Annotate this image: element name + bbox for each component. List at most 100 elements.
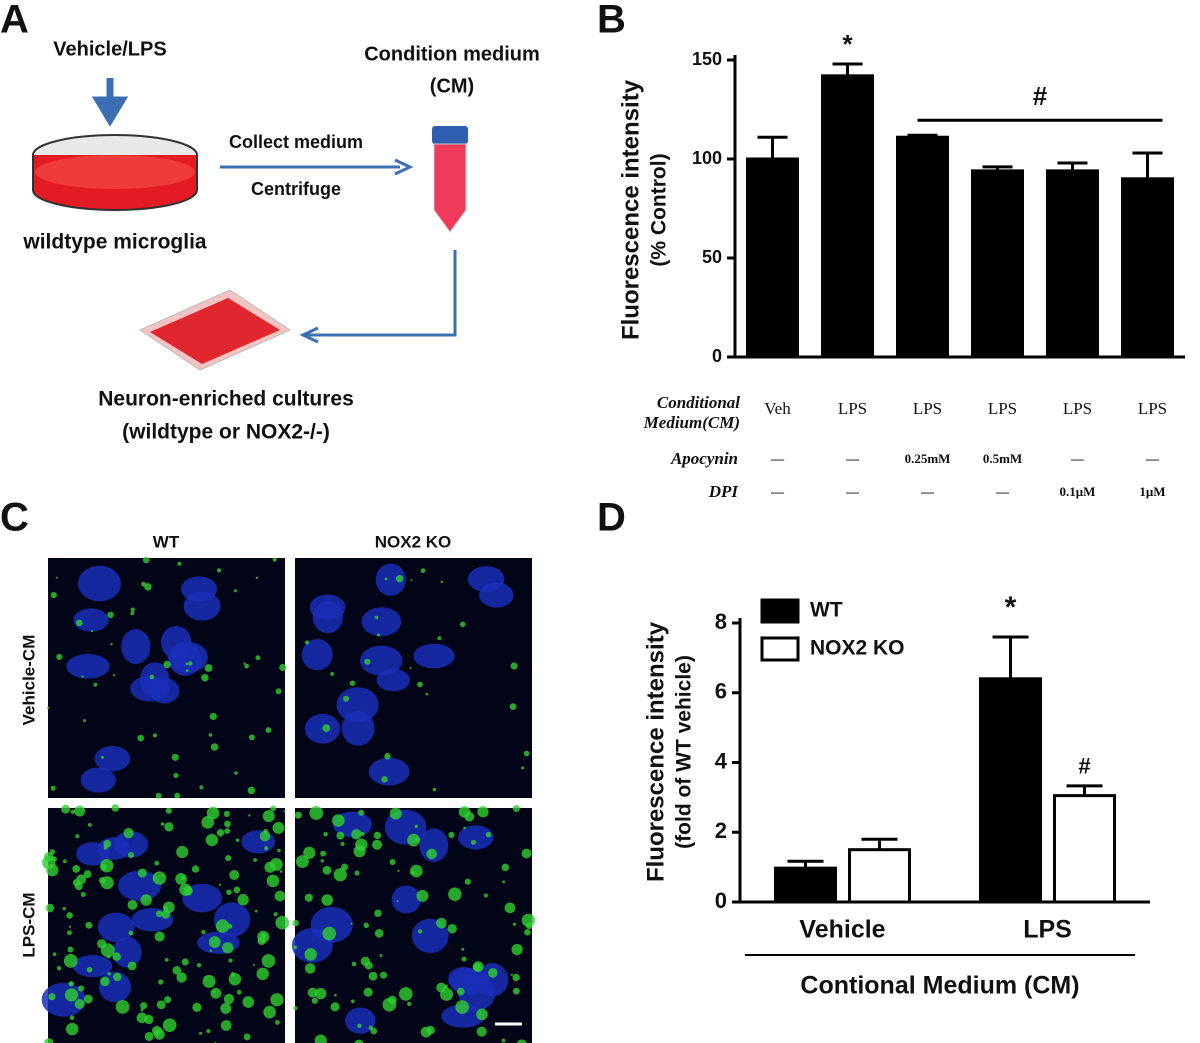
stain [56, 653, 63, 660]
stain [364, 961, 373, 970]
stain [339, 815, 343, 819]
stain [420, 1026, 432, 1038]
tube-cap [432, 126, 468, 144]
stain [472, 963, 481, 972]
nucleus [183, 591, 221, 621]
nucleus [312, 601, 343, 634]
stain [209, 712, 217, 721]
nucleus [73, 955, 113, 978]
stain [270, 993, 284, 1007]
stain [320, 859, 324, 863]
y-tick-label: 6 [715, 679, 727, 704]
tube [433, 143, 467, 233]
stain [152, 733, 157, 738]
x-tick-label: Vehicle [799, 916, 885, 944]
stain [62, 859, 67, 864]
stain [222, 942, 234, 954]
stain [456, 987, 465, 996]
stain [351, 829, 362, 840]
stain [253, 858, 258, 862]
y-axis-label: (% Control) [648, 153, 671, 266]
nucleus [375, 563, 406, 596]
table-cell: 0.5mM [983, 451, 1022, 466]
stain [259, 830, 271, 842]
y-tick-label: 0 [715, 888, 727, 913]
stain [228, 958, 233, 963]
bar [821, 74, 874, 359]
stain [144, 1031, 154, 1041]
stain [210, 987, 222, 999]
stain [358, 809, 365, 816]
stain [382, 997, 397, 1012]
stain [56, 965, 62, 971]
stain [389, 807, 402, 820]
stain [68, 925, 72, 928]
stain [307, 987, 318, 998]
stain [377, 633, 381, 637]
row-label: Medium(CM) [643, 413, 740, 432]
legend-swatch [760, 636, 800, 662]
stain [233, 886, 241, 894]
stain [264, 846, 269, 851]
annotation: * [842, 29, 853, 59]
nucleus [113, 831, 149, 858]
stain [233, 589, 237, 593]
stain [279, 663, 287, 672]
nucleus [76, 842, 110, 866]
stain [416, 889, 429, 902]
stain [113, 674, 116, 677]
stain [176, 972, 187, 983]
stain [374, 909, 382, 917]
stain [75, 619, 83, 627]
panel-letter: A [0, 0, 29, 42]
stain [510, 973, 514, 976]
stain [248, 814, 251, 817]
stain [304, 948, 317, 961]
stain [243, 662, 246, 665]
stain [368, 971, 378, 981]
micrographs: WT NOX2 KO Vehicle-CM LPS-CM [19, 532, 536, 1043]
stain [229, 869, 240, 880]
stain [448, 887, 462, 902]
stain [428, 851, 432, 854]
row-label: LPS-CM [19, 892, 38, 957]
stain [196, 963, 202, 968]
stain [176, 845, 189, 858]
column-label: NOX2 KO [375, 532, 452, 551]
stain [48, 993, 56, 1001]
row-label: Conditional [657, 393, 740, 412]
stain [309, 806, 324, 820]
stain [81, 675, 84, 678]
stain [78, 985, 85, 992]
stain [521, 848, 532, 859]
stain [144, 583, 152, 591]
stain [154, 931, 165, 942]
table-cell: — [995, 484, 1010, 499]
arrow [299, 250, 457, 344]
stain [208, 936, 221, 949]
stain [50, 996, 53, 1000]
row-label: DPI [708, 482, 740, 501]
stain [165, 807, 172, 814]
stain [255, 655, 261, 661]
legend-label: NOX2 KO [810, 637, 905, 660]
stain [87, 822, 92, 827]
stain [374, 615, 379, 620]
stain [461, 947, 465, 951]
nucleus [336, 687, 379, 723]
stain [254, 909, 258, 913]
stain [509, 703, 517, 710]
stain [350, 922, 353, 925]
stain [476, 1008, 488, 1021]
stain [209, 949, 212, 953]
stain [172, 966, 182, 975]
stain [463, 826, 466, 830]
stain [364, 658, 371, 665]
stain [206, 806, 220, 820]
stain [155, 910, 163, 918]
x-tick-label: LPS [1138, 399, 1167, 418]
stain [208, 733, 213, 737]
stain [164, 822, 174, 832]
stain [293, 1006, 298, 1011]
stain [181, 958, 189, 966]
